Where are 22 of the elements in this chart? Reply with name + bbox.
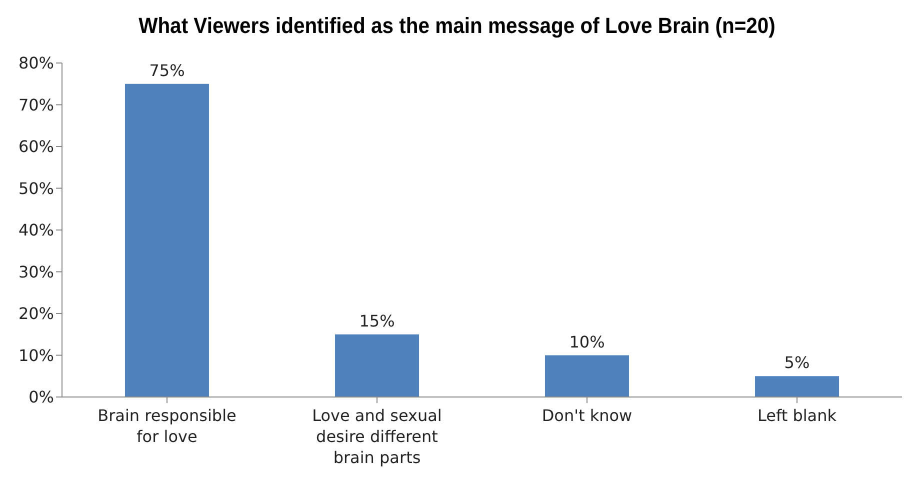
data-label: 15% [359, 311, 395, 330]
y-tick-label: 80% [18, 54, 54, 73]
data-label: 5% [784, 353, 810, 372]
y-tick-label: 20% [18, 304, 54, 324]
y-tick-label: 40% [18, 220, 54, 240]
y-tick-label: 70% [18, 95, 54, 114]
x-tick-label: Left blank [758, 406, 838, 425]
x-tick-label: Don't know [542, 406, 632, 425]
bar [755, 376, 839, 397]
x-tick-label: Love and sexual desire different brain parts [312, 406, 442, 467]
data-label: 10% [569, 332, 605, 352]
y-tick-label: 0% [28, 388, 54, 407]
data-label: 75% [149, 60, 185, 80]
y-tick-label: 60% [18, 137, 54, 156]
y-tick-label: 10% [18, 346, 54, 365]
bar [335, 334, 419, 397]
y-tick-label: 50% [18, 178, 54, 198]
chart-title: What Viewers identified as the main message of Love Brain (n=20) [138, 12, 776, 40]
bar [545, 355, 629, 397]
x-tick-label: Brain responsible for love [98, 406, 236, 446]
bar [125, 84, 209, 397]
y-tick-label: 30% [18, 262, 54, 282]
